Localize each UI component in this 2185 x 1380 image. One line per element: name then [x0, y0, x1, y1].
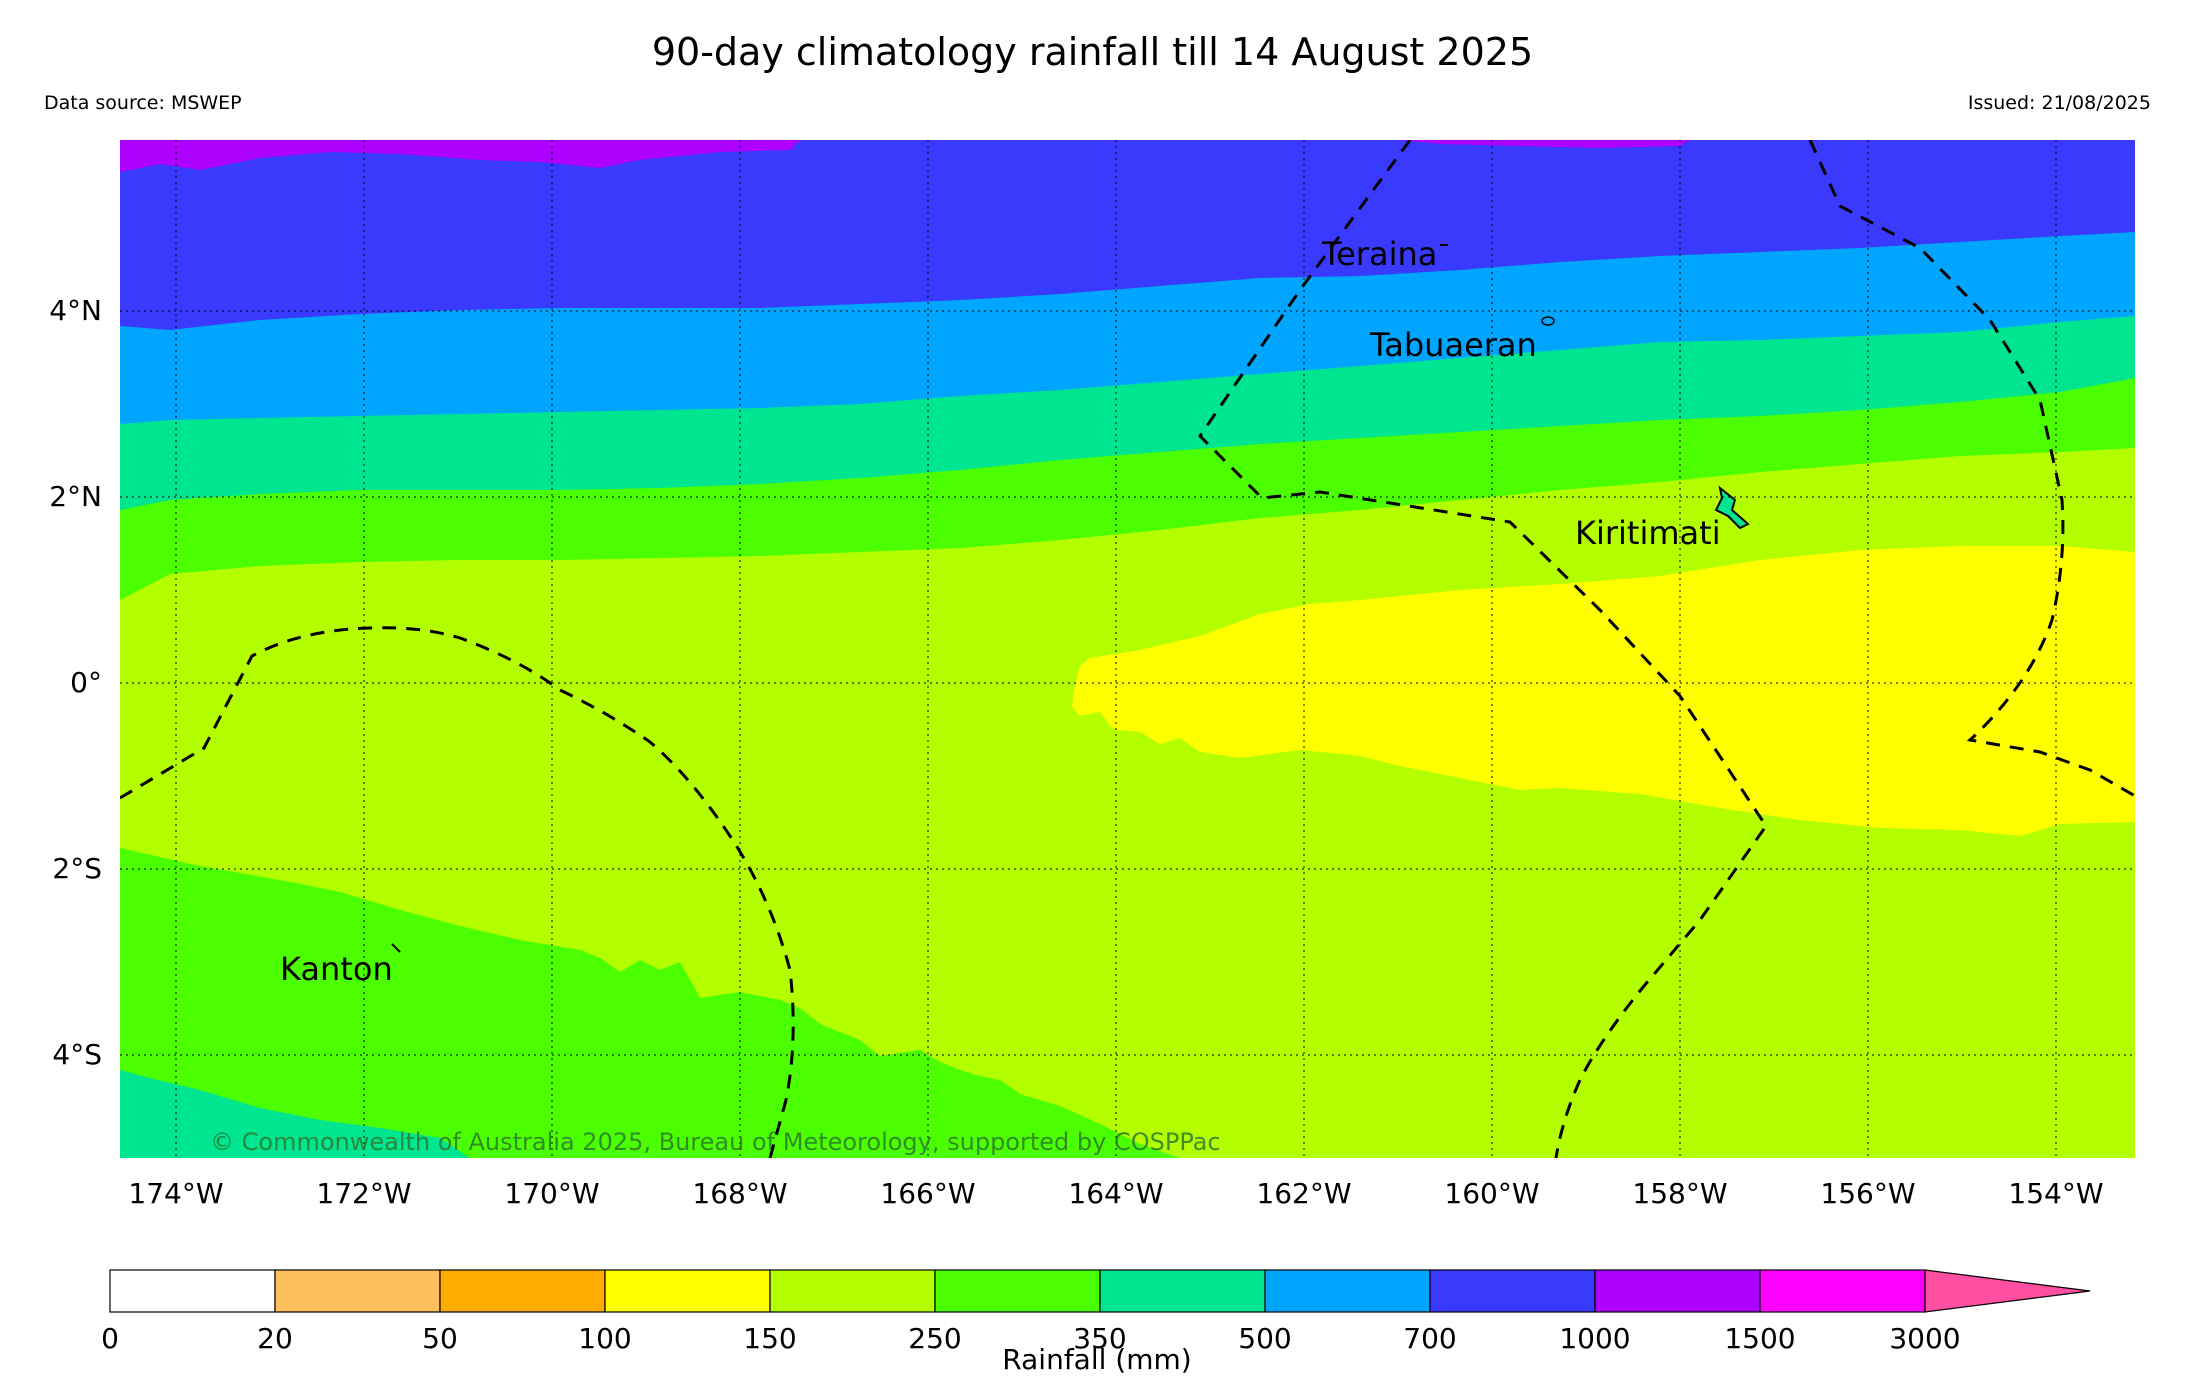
colorbar-tick-label: 100 — [578, 1322, 631, 1355]
lon-tick-label: 172°W — [316, 1177, 411, 1210]
colorbar-extension — [1924, 1269, 2091, 1313]
eez-boundary-line-far-east — [1808, 140, 2135, 798]
lat-tick-label: 2°N — [49, 480, 102, 513]
colorbar-segment — [934, 1269, 1101, 1313]
lon-tick-label: 154°W — [2008, 1177, 2103, 1210]
eez-boundary-line-east — [1198, 140, 1768, 1158]
colorbar-tick-label: 50 — [422, 1322, 458, 1355]
band-1000-1500-west — [120, 140, 800, 172]
colorbar-tick-label: 3000 — [1889, 1322, 1960, 1355]
colorbar-tick-label: 150 — [743, 1322, 796, 1355]
latitude-ticks: 4°N 2°N 0° 2°S 4°S — [49, 294, 102, 1071]
lat-tick-label: 2°S — [52, 852, 102, 885]
band-250-350-southwest — [120, 848, 1180, 1158]
kiritimati-island — [1714, 485, 1750, 530]
band-700-1000 — [120, 140, 2135, 330]
issued-date-label: Issued: 21/08/2025 — [1967, 92, 2151, 114]
colorbar-segment — [1759, 1269, 1926, 1313]
place-label-tabuaeran: Tabuaeran — [1369, 326, 1537, 364]
lon-tick-label: 168°W — [692, 1177, 787, 1210]
place-label-teraina: Teraina — [1321, 235, 1437, 273]
place-label-kanton: Kanton — [280, 950, 393, 988]
colorbar-tick-label: 0 — [101, 1322, 119, 1355]
colorbar-segment — [769, 1269, 936, 1313]
rainfall-contours — [120, 140, 2135, 1158]
eez-boundary-phoenix — [120, 626, 795, 1158]
colorbar-tick-label: 250 — [908, 1322, 961, 1355]
data-source-label: Data source: MSWEP — [44, 92, 242, 114]
lat-tick-label: 0° — [70, 666, 102, 699]
place-label-kiritimati: Kiritimati — [1575, 514, 1721, 552]
colorbar-tick-label: 20 — [257, 1322, 293, 1355]
lon-tick-label: 170°W — [504, 1177, 599, 1210]
lon-tick-label: 160°W — [1444, 1177, 1539, 1210]
lon-tick-label: 158°W — [1632, 1177, 1727, 1210]
kanton-island — [391, 943, 401, 953]
colorbar-segment — [1594, 1269, 1761, 1313]
colorbar: 0 20 50 100 150 250 350 500 700 1000 1500 3000 — [101, 1269, 2091, 1355]
graticule — [120, 140, 2135, 1158]
colorbar-segment — [1099, 1269, 1266, 1313]
colorbar-segment — [1429, 1269, 1596, 1313]
lon-tick-label: 174°W — [128, 1177, 223, 1210]
lon-tick-label: 164°W — [1068, 1177, 1163, 1210]
colorbar-title: Rainfall (mm) — [1002, 1343, 1191, 1376]
colorbar-tick-label: 350 — [1073, 1322, 1126, 1355]
lon-tick-label: 156°W — [1820, 1177, 1915, 1210]
colorbar-segment — [1264, 1269, 1431, 1313]
eez-boundaries — [120, 140, 2135, 1158]
band-1000-1500-east — [1400, 140, 1690, 148]
lat-tick-label: 4°N — [49, 294, 102, 327]
longitude-ticks: 174°W 172°W 170°W 168°W 166°W 164°W 162°… — [128, 1177, 2103, 1210]
tabuaeran-island — [1541, 316, 1555, 326]
colorbar-segment — [439, 1269, 606, 1313]
band-350-500-southwest — [120, 1070, 470, 1158]
colorbar-tick-label: 1500 — [1724, 1322, 1795, 1355]
colorbar-segment — [604, 1269, 771, 1313]
colorbar-segment — [274, 1269, 441, 1313]
band-100-150 — [1072, 546, 2135, 836]
lon-tick-label: 162°W — [1256, 1177, 1351, 1210]
lat-tick-label: 4°S — [52, 1038, 102, 1071]
colorbar-segment — [109, 1269, 276, 1313]
colorbar-tick-label: 700 — [1403, 1322, 1456, 1355]
colorbar-tick-label: 500 — [1238, 1322, 1291, 1355]
copyright-notice: © Commonwealth of Australia 2025, Bureau… — [210, 1128, 1221, 1156]
lon-tick-label: 166°W — [880, 1177, 975, 1210]
map-title: 90-day climatology rainfall till 14 Augu… — [651, 30, 1534, 74]
colorbar-tick-label: 1000 — [1559, 1322, 1630, 1355]
